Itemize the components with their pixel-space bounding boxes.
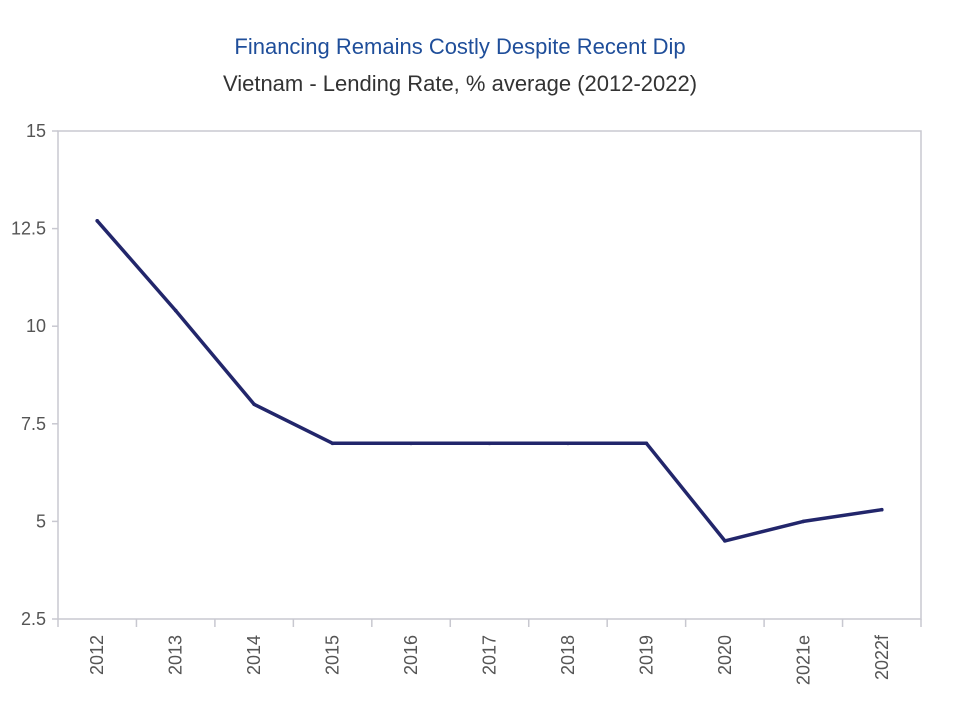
x-tick-labels: 2012 2013 2014 2015 2016 2017 2018 2019 2020 2021…	[87, 634, 892, 685]
y-tick-label: 10	[26, 316, 46, 336]
data-point	[252, 402, 256, 407]
data-point	[644, 441, 649, 446]
data-point	[409, 441, 413, 446]
chart-subtitle: Vietnam - Lending Rate, % average (2012-…	[222, 71, 698, 96]
data-point	[723, 539, 727, 543]
x-tick-label: 2013	[166, 635, 186, 675]
y-tick-labels: 15 12.5 10 7.5 5 2.5	[11, 121, 46, 629]
data-point	[487, 441, 492, 446]
x-tick-label: 2019	[636, 635, 656, 675]
y-tick-label: 15	[26, 121, 46, 141]
y-tick-label: 7.5	[21, 414, 46, 434]
plot-frame	[57, 130, 922, 620]
data-point	[801, 519, 806, 524]
y-tick-label: 2.5	[21, 609, 46, 629]
x-tick-label: 2012	[87, 635, 107, 675]
x-tick-label: 2016	[401, 635, 421, 675]
chart-title: Financing Remains Costly Despite Recent …	[234, 34, 686, 59]
y-tick-label: 5	[36, 511, 46, 531]
data-point	[95, 218, 100, 223]
series-line	[95, 219, 884, 543]
y-tick-label: 12.5	[11, 219, 46, 239]
tick-marks	[52, 130, 922, 627]
data-point	[566, 441, 570, 446]
data-point	[330, 441, 335, 446]
axes	[57, 130, 922, 620]
x-tick-label: 2014	[244, 635, 264, 675]
x-tick-label: 2021e	[793, 635, 813, 685]
data-point	[173, 308, 178, 313]
x-tick-label: 2015	[323, 635, 343, 675]
x-tick-label: 2018	[558, 635, 578, 675]
data-point	[879, 507, 884, 512]
x-tick-label: 2022f	[872, 634, 892, 680]
series-layer	[95, 218, 884, 543]
x-tick-label: 2017	[480, 635, 500, 675]
x-tick-label: 2020	[715, 635, 735, 675]
